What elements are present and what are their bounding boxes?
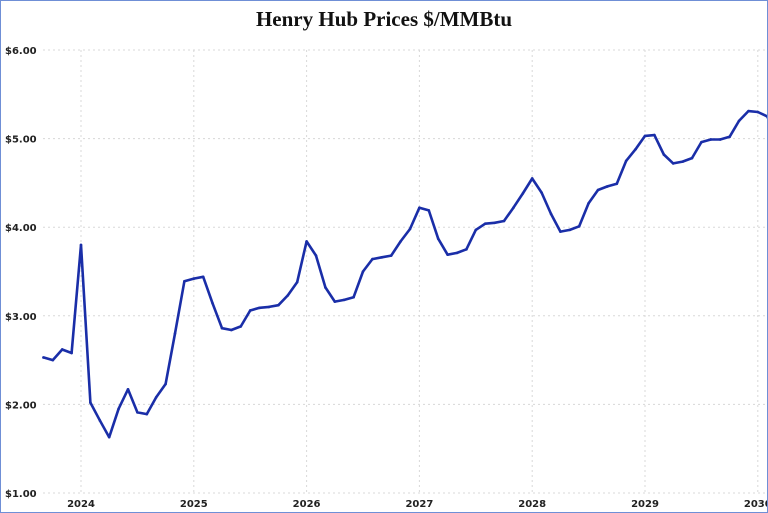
data-point (671, 162, 675, 165)
data-point (286, 294, 290, 297)
y-tick-label: $1.00 (5, 489, 37, 500)
x-tick-label: 2025 (180, 499, 208, 510)
data-point (258, 306, 261, 310)
data-point (606, 185, 609, 188)
data-point (399, 240, 402, 243)
data-point (248, 309, 252, 312)
data-point (446, 253, 449, 256)
data-point (126, 388, 130, 391)
data-point (436, 237, 440, 241)
x-tick-label: 2030 (744, 499, 767, 510)
data-point (690, 156, 694, 160)
data-point (295, 280, 299, 284)
data-point (681, 160, 684, 163)
data-point (747, 109, 750, 113)
data-point (756, 110, 760, 114)
data-point (136, 411, 139, 414)
data-point (89, 401, 92, 404)
data-point (201, 275, 205, 279)
x-tick-label: 2024 (67, 499, 95, 510)
y-tick-label: $2.00 (5, 400, 37, 411)
y-tick-label: $3.00 (5, 312, 37, 323)
data-point (634, 147, 637, 151)
data-point (709, 138, 713, 141)
data-point (474, 228, 478, 232)
data-point (700, 140, 703, 144)
data-point (455, 251, 459, 255)
data-point (577, 225, 581, 228)
data-point (643, 134, 647, 138)
data-point (521, 192, 525, 195)
data-point (183, 279, 186, 283)
data-point (512, 206, 515, 210)
data-point (333, 300, 337, 303)
chart-title: Henry Hub Prices $/MMBtu (255, 7, 513, 31)
data-point (728, 135, 731, 139)
data-point (60, 348, 64, 351)
data-point (70, 351, 73, 355)
data-point (145, 412, 149, 416)
y-tick-label: $4.00 (5, 223, 37, 234)
y-tick-label: $6.00 (5, 46, 37, 57)
data-point (267, 305, 271, 309)
data-point (164, 382, 167, 386)
data-point (342, 298, 346, 302)
data-point (51, 358, 55, 362)
data-point (371, 257, 374, 261)
data-point (314, 254, 318, 257)
data-point (380, 256, 384, 259)
x-tick-label: 2026 (293, 499, 321, 510)
data-point (79, 243, 83, 247)
data-point (239, 325, 243, 328)
data-point (615, 182, 619, 186)
data-point (662, 153, 666, 156)
data-point (737, 119, 741, 123)
data-point (502, 219, 506, 223)
data-point (465, 248, 468, 251)
data-point (559, 230, 562, 233)
x-tick-label: 2029 (631, 499, 659, 510)
data-point (408, 227, 412, 231)
data-point (587, 201, 590, 205)
data-point (540, 191, 543, 194)
data-point (549, 212, 553, 216)
data-point (718, 138, 722, 141)
y-tick-label: $5.00 (5, 135, 37, 146)
x-tick-label: 2028 (518, 499, 546, 510)
data-point (324, 286, 327, 289)
data-point (42, 356, 45, 359)
price-line (43, 109, 767, 439)
data-point (596, 188, 600, 192)
data-point (361, 270, 365, 273)
data-point (765, 115, 767, 118)
data-point (493, 221, 496, 225)
data-point (624, 159, 628, 163)
data-point (173, 332, 177, 335)
data-point (211, 302, 214, 305)
data-point (230, 328, 233, 332)
data-point (277, 303, 280, 307)
data-point (98, 419, 102, 422)
data-point (418, 206, 421, 210)
data-point (107, 435, 111, 439)
data-point (352, 295, 355, 299)
data-point (192, 277, 196, 280)
data-point (154, 396, 158, 399)
data-point (389, 254, 393, 257)
data-point (305, 240, 308, 243)
data-point (220, 326, 224, 330)
data-point (117, 407, 120, 411)
data-point (653, 133, 656, 137)
x-tick-label: 2027 (405, 499, 433, 510)
data-point (568, 228, 572, 232)
data-point (483, 222, 487, 225)
data-point (530, 177, 534, 180)
data-point (427, 209, 431, 212)
